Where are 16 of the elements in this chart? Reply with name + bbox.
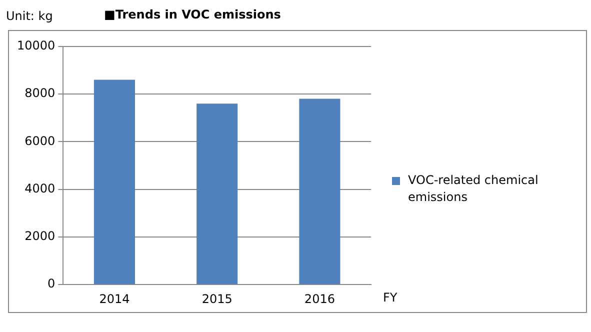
y-tick-label: 0 <box>48 276 56 291</box>
bar <box>299 98 340 284</box>
chart-title: ■Trends in VOC emissions <box>104 7 281 22</box>
bar <box>196 104 238 284</box>
legend-label: VOC-related chemical emissions <box>408 172 540 206</box>
x-tick-label: 2015 <box>202 292 232 306</box>
y-tick-label: 8000 <box>24 86 56 100</box>
x-tick-label: 2014 <box>99 292 130 306</box>
x-tick-label: 2016 <box>304 292 335 306</box>
y-tick-label: 10000 <box>16 38 56 53</box>
y-tick-label: 2000 <box>24 229 56 244</box>
bar <box>94 80 135 284</box>
y-tick-label: 6000 <box>24 134 56 148</box>
y-axis-title: Unit: kg <box>6 9 53 24</box>
y-tick-label: 4000 <box>24 181 56 196</box>
x-axis-title: FY <box>383 290 398 305</box>
